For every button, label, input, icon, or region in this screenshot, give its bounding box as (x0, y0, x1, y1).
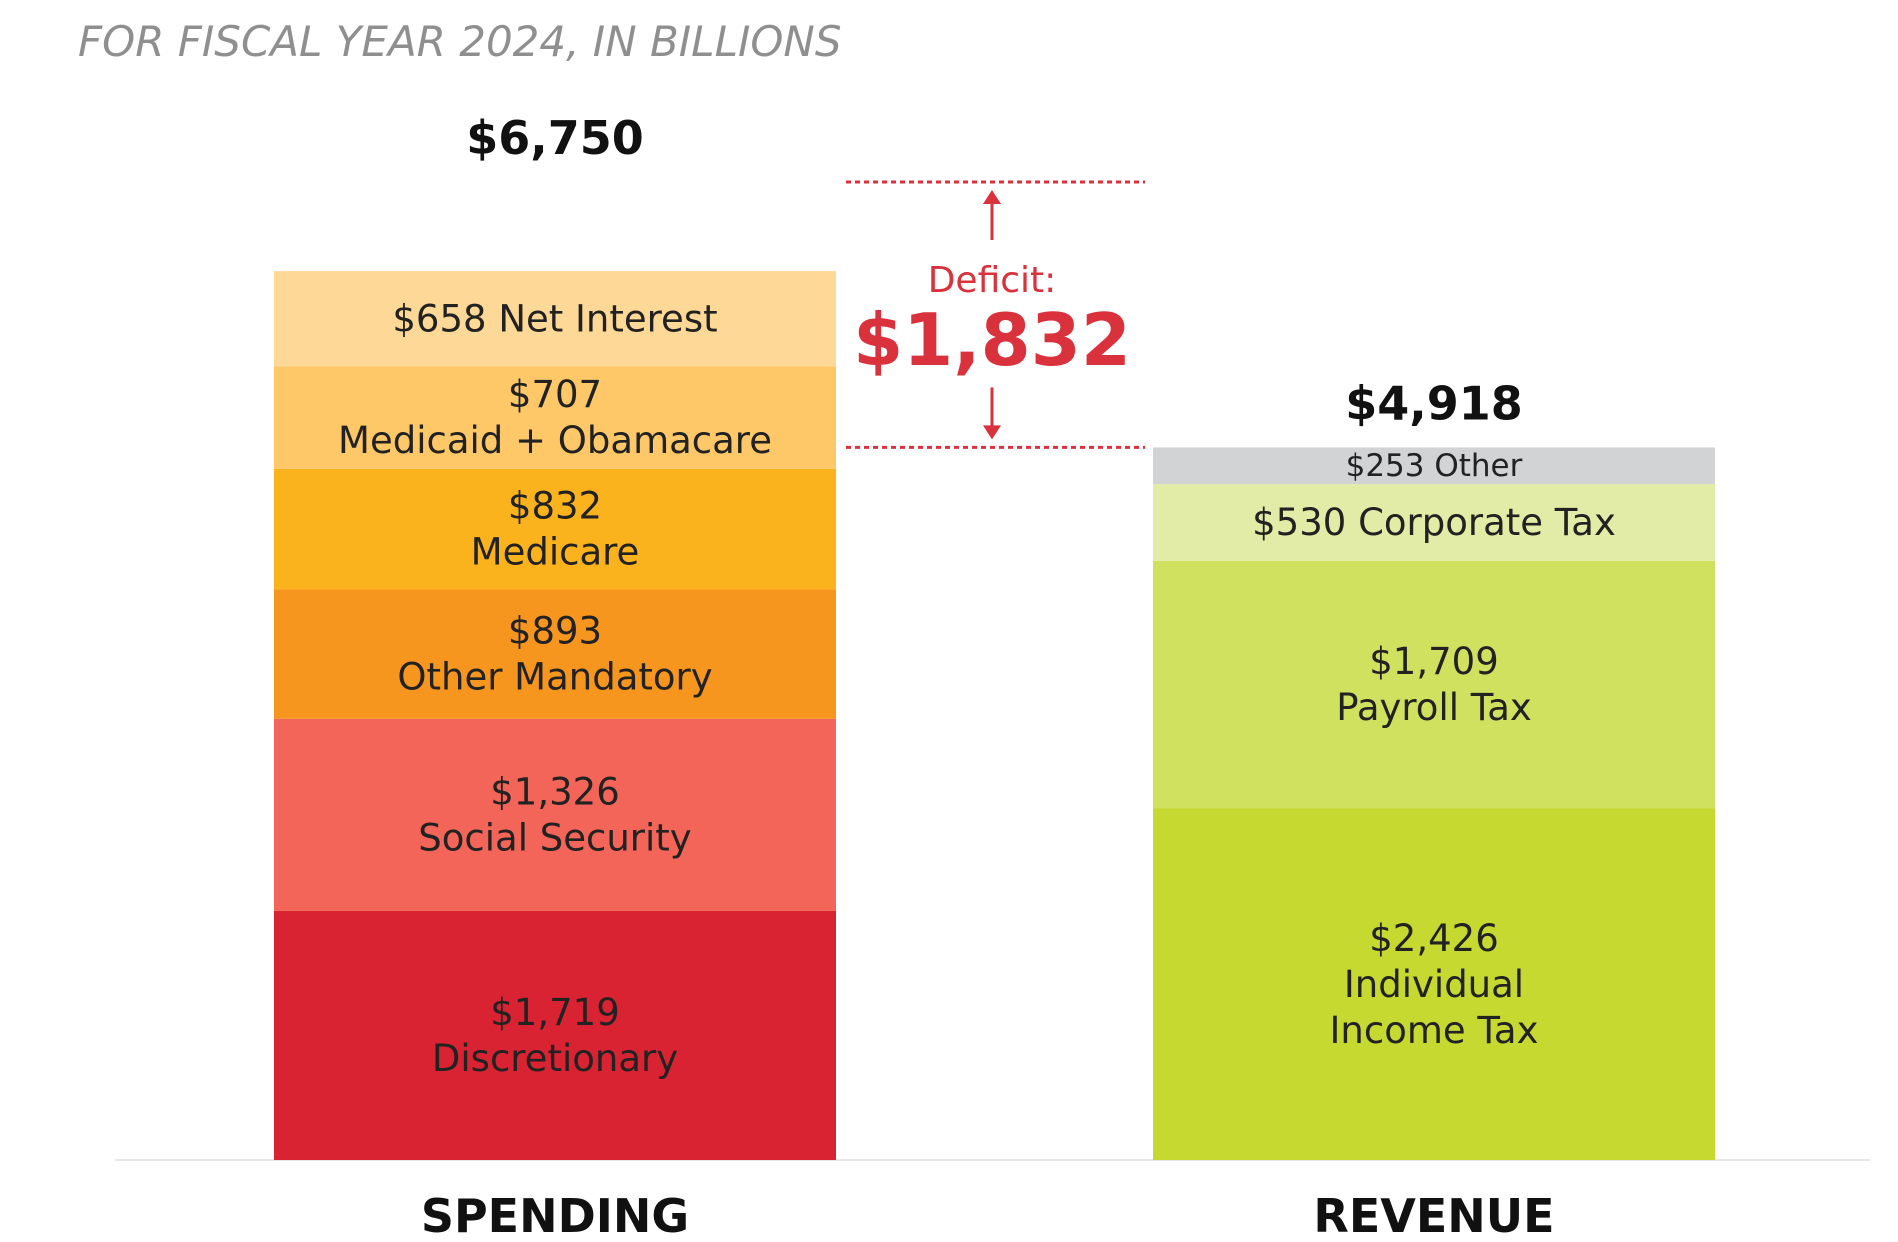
spending-segment-label-medicare: Medicare (471, 531, 640, 574)
revenue-segment-label-individual-income-tax: $2,426 (1369, 917, 1498, 960)
revenue-segment-label-corporate-tax: $530 Corporate Tax (1252, 501, 1616, 544)
revenue-segment-label-individual-income-tax: Individual (1344, 963, 1524, 1006)
spending-category-label: SPENDING (421, 1189, 689, 1242)
deficit-up-arrow-icon (983, 190, 1001, 204)
spending-segment-discretionary (274, 910, 836, 1160)
spending-segment-net-interest (274, 271, 836, 367)
revenue-segment-label-payroll-tax: Payroll Tax (1336, 686, 1532, 729)
spending-segment-label-other-mandatory: $893 (508, 610, 602, 653)
spending-segment-label-discretionary: $1,719 (490, 991, 619, 1034)
deficit-caption: Deficit: (928, 260, 1057, 301)
spending-segment-label-net-interest: $658 Net Interest (392, 297, 717, 340)
spending-segment-label-social-security: $1,326 (490, 770, 619, 813)
revenue-segment-other (1153, 447, 1715, 485)
spending-segment-label-social-security: Social Security (418, 816, 691, 859)
spending-segment-medicaid-obamacare (274, 366, 836, 469)
revenue-segment-corporate-tax (1153, 484, 1715, 561)
spending-segment-social-security (274, 718, 836, 911)
revenue-segment-payroll-tax (1153, 560, 1715, 809)
spending-segment-label-discretionary: Discretionary (432, 1037, 678, 1080)
revenue-total-label: $4,918 (1345, 376, 1523, 430)
spending-segment-label-medicare: $832 (508, 485, 602, 528)
revenue-segment-label-individual-income-tax: Income Tax (1330, 1009, 1539, 1052)
spending-segment-medicare (274, 468, 836, 590)
deficit-down-arrow-icon (983, 425, 1001, 440)
revenue-segment-individual-income-tax (1153, 808, 1715, 1160)
deficit-annotation: Deficit:$1,832 (846, 180, 1145, 449)
revenue-category-label: REVENUE (1313, 1189, 1554, 1242)
spending-segment-label-other-mandatory: Other Mandatory (397, 656, 712, 699)
deficit-value: $1,832 (853, 298, 1131, 382)
spending-segment-label-medicaid-obamacare: Medicaid + Obamacare (338, 419, 772, 462)
spending-total-label: $6,750 (466, 111, 644, 165)
revenue-segment-label-payroll-tax: $1,709 (1369, 640, 1498, 683)
chart-subtitle: FOR FISCAL YEAR 2024, IN BILLIONS (78, 17, 842, 66)
revenue-segment-label-other: $253 Other (1346, 448, 1523, 484)
spending-segment-other-mandatory (274, 589, 836, 719)
spending-segment-label-medicaid-obamacare: $707 (508, 373, 602, 416)
